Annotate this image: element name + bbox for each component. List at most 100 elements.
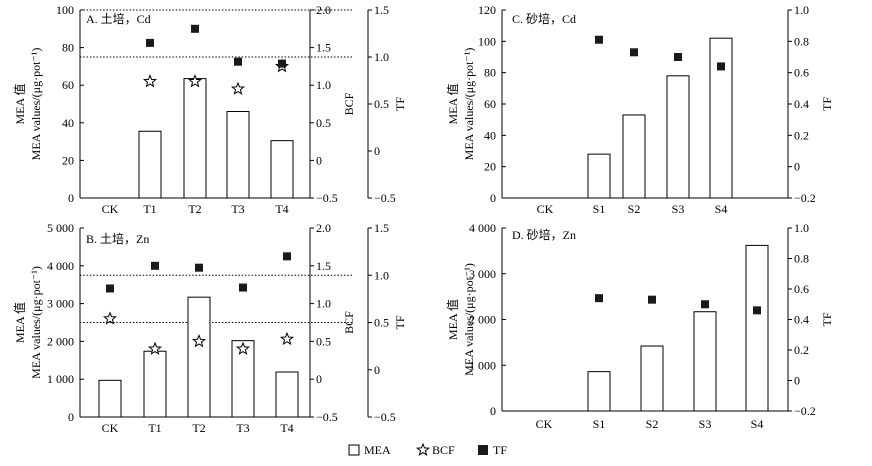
y-tick-label: 0 <box>490 191 496 205</box>
y-axis-label-en: MEA values/(μg·pot⁻¹) <box>462 263 476 376</box>
tf-marker <box>717 62 725 71</box>
mea-bar <box>709 37 733 199</box>
tf-axis-label: TF <box>393 315 407 329</box>
category-label: CK <box>537 202 554 216</box>
mea-bar <box>587 153 611 199</box>
tf-tick-label: −0.5 <box>374 410 396 424</box>
tf-tick-label: −0.2 <box>794 404 816 418</box>
y-tick-label: 3 000 <box>469 267 496 281</box>
tf-marker <box>151 261 159 270</box>
y-tick-label: 120 <box>478 3 496 17</box>
category-label: CK <box>102 202 119 216</box>
y-tick-label: 80 <box>484 66 496 80</box>
category-label: S3 <box>672 202 685 216</box>
category-label: S4 <box>751 417 764 431</box>
tf-tick-label: 0.4 <box>794 313 809 327</box>
bcf-axis-label: BCF <box>342 92 356 115</box>
panel-a-soil-cd: 0 20 40 60 80 100 −0.5 0 0.5 1.0 1.5 2.0 BCF −0.5 0 0.5… <box>12 3 407 216</box>
bcf-tick-label: 1.0 <box>316 297 331 311</box>
tf-marker <box>753 306 761 315</box>
y-axis-label-cn: MEA 值 <box>12 83 27 124</box>
tf-axis-label: TF <box>820 97 834 111</box>
panel-d-sand-zn: 0 1 000 2 000 3 000 4 000 −0.2 0 0.2 0.4 0.6 0.8 1.… <box>445 221 834 431</box>
legend-bcf-label: BCF <box>432 443 455 457</box>
legend-mea-label: MEA <box>364 443 391 457</box>
y-tick-label: 4 000 <box>47 259 74 273</box>
tf-marker <box>648 295 656 304</box>
y-tick-label: 0 <box>68 410 74 424</box>
tf-marker <box>595 294 603 303</box>
y-tick-label: 0 <box>68 191 74 205</box>
tf-marker <box>701 300 709 309</box>
mea-bar <box>587 371 611 412</box>
y-axis-label-cn: MEA 值 <box>12 302 27 343</box>
y-tick-label: 4 000 <box>469 221 496 235</box>
bcf-tick-label: 1.0 <box>316 78 331 92</box>
category-label: S4 <box>715 202 728 216</box>
tf-tick-label: 0.5 <box>374 316 389 330</box>
y-tick-label: 100 <box>56 3 74 17</box>
mea-bar <box>231 340 255 418</box>
y-axis-label-en: MEA values/(μg·pot⁻¹) <box>29 48 43 161</box>
category-label: S3 <box>699 417 712 431</box>
tf-marker <box>234 57 242 66</box>
panel-title: B. 土培，Zn <box>86 231 149 246</box>
tf-tick-label: 0 <box>794 160 800 174</box>
legend-mea-swatch <box>348 444 360 456</box>
tf-tick-label: 1.0 <box>374 268 389 282</box>
category-label: S2 <box>646 417 659 431</box>
mea-bar <box>270 140 294 199</box>
tf-marker <box>146 38 154 47</box>
y-tick-label: 3 000 <box>47 297 74 311</box>
tf-tick-label: 0.5 <box>374 97 389 111</box>
category-label: T2 <box>192 421 205 435</box>
panel-c-sand-cd: 0 20 40 60 80 100 120 −0.2 0 0.2 0.4 0.6 0.8 1.0 TF MEA… <box>445 3 834 216</box>
tf-tick-label: 0.6 <box>794 282 809 296</box>
bcf-tick-label: 1.5 <box>316 41 331 55</box>
y-tick-label: 80 <box>62 41 74 55</box>
category-label: T4 <box>280 421 293 435</box>
mea-bar <box>693 311 717 412</box>
tf-marker <box>283 252 291 261</box>
tf-tick-label: 1.0 <box>794 3 809 17</box>
mea-bar <box>640 345 664 412</box>
tf-tick-label: 0.8 <box>794 34 809 48</box>
bcf-marker <box>279 331 295 346</box>
tf-tick-label: 0.4 <box>794 97 809 111</box>
tf-tick-label: 0.6 <box>794 66 809 80</box>
category-label: T3 <box>231 202 244 216</box>
tf-tick-label: 0.2 <box>794 343 809 357</box>
y-axis-label-cn: MEA 值 <box>445 83 460 124</box>
tf-tick-label: 0.2 <box>794 128 809 142</box>
category-label: S2 <box>628 202 641 216</box>
bcf-tick-label: 0.5 <box>316 116 331 130</box>
tf-marker <box>191 24 199 33</box>
tf-tick-label: −0.5 <box>374 191 396 205</box>
y-axis-label-cn: MEA 值 <box>445 299 460 340</box>
category-label: S1 <box>593 417 606 431</box>
tf-marker <box>674 53 682 61</box>
y-tick-label: 2 000 <box>469 313 496 327</box>
tf-tick-label: 0.8 <box>794 252 809 266</box>
bcf-marker <box>187 74 203 88</box>
mea-bar <box>622 114 646 199</box>
tf-marker <box>630 48 638 57</box>
tf-tick-label: 0 <box>794 374 800 388</box>
y-tick-label: 0 <box>490 404 496 418</box>
category-label: CK <box>536 417 553 431</box>
panel-title: D. 砂培，Zn <box>512 227 576 242</box>
y-tick-label: 100 <box>478 34 496 48</box>
category-label: T1 <box>143 202 156 216</box>
bcf-tick-label: 2.0 <box>316 3 331 17</box>
y-tick-label: 2 000 <box>47 334 74 348</box>
mea-bar <box>183 78 207 199</box>
bcf-tick-label: 0 <box>316 153 322 167</box>
mea-bar <box>138 130 162 199</box>
tf-tick-label: −0.2 <box>794 191 816 205</box>
bcf-marker <box>147 341 163 355</box>
legend-tf-swatch <box>478 445 488 455</box>
mea-bar <box>745 244 769 412</box>
bcf-tick-label: 0 <box>316 372 322 386</box>
bcf-tick-label: 0.5 <box>316 334 331 348</box>
y-tick-label: 60 <box>62 78 74 92</box>
